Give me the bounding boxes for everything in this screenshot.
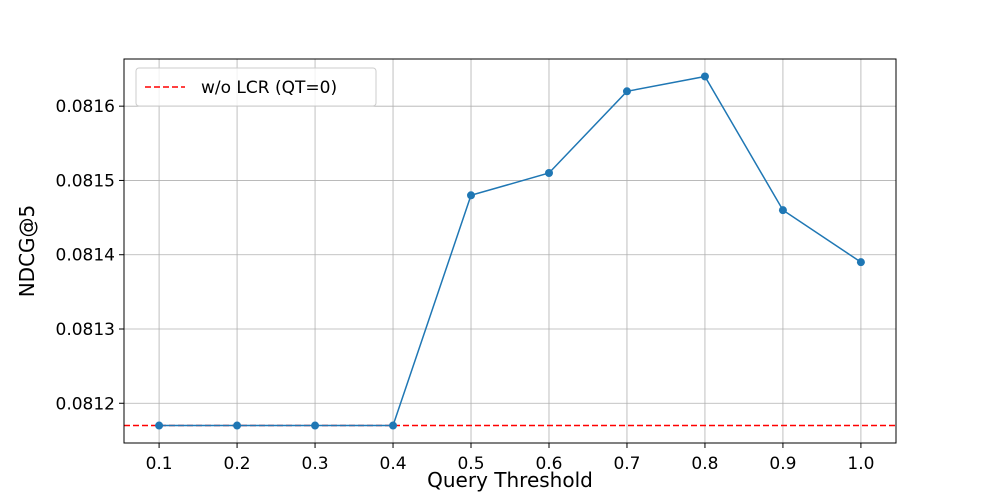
data-point xyxy=(311,421,320,430)
x-tick-label: 0.9 xyxy=(769,454,796,474)
data-point xyxy=(233,421,242,430)
x-tick-label: 0.6 xyxy=(535,454,562,474)
x-tick-label: 0.8 xyxy=(691,454,718,474)
data-point xyxy=(622,87,631,96)
x-tick-label: 0.4 xyxy=(380,454,407,474)
legend-label: w/o LCR (QT=0) xyxy=(201,78,337,98)
legend-box xyxy=(135,67,377,107)
x-tick-label: 0.2 xyxy=(224,454,251,474)
data-point xyxy=(856,258,865,267)
x-tick-label: 0.1 xyxy=(146,454,173,474)
plot-frame xyxy=(123,58,897,444)
y-tick-label: 0.0815 xyxy=(56,171,115,191)
y-tick-label: 0.0816 xyxy=(56,97,115,117)
y-tick-label: 0.0814 xyxy=(56,246,115,266)
x-axis-label: Query Threshold xyxy=(427,468,593,492)
data-point xyxy=(467,191,476,200)
x-tick-label: 0.3 xyxy=(302,454,329,474)
data-point xyxy=(389,421,398,430)
data-point xyxy=(155,421,164,430)
data-point xyxy=(778,206,787,215)
x-tick-label: 1.0 xyxy=(847,454,874,474)
y-axis-label: NDCG@5 xyxy=(15,205,39,298)
x-tick-label: 0.7 xyxy=(613,454,640,474)
y-tick-label: 0.0812 xyxy=(56,394,115,414)
y-tick-label: 0.0813 xyxy=(56,320,115,340)
x-tick-label: 0.5 xyxy=(457,454,484,474)
data-line xyxy=(159,75,862,427)
data-point xyxy=(544,169,553,178)
data-point xyxy=(700,72,709,81)
